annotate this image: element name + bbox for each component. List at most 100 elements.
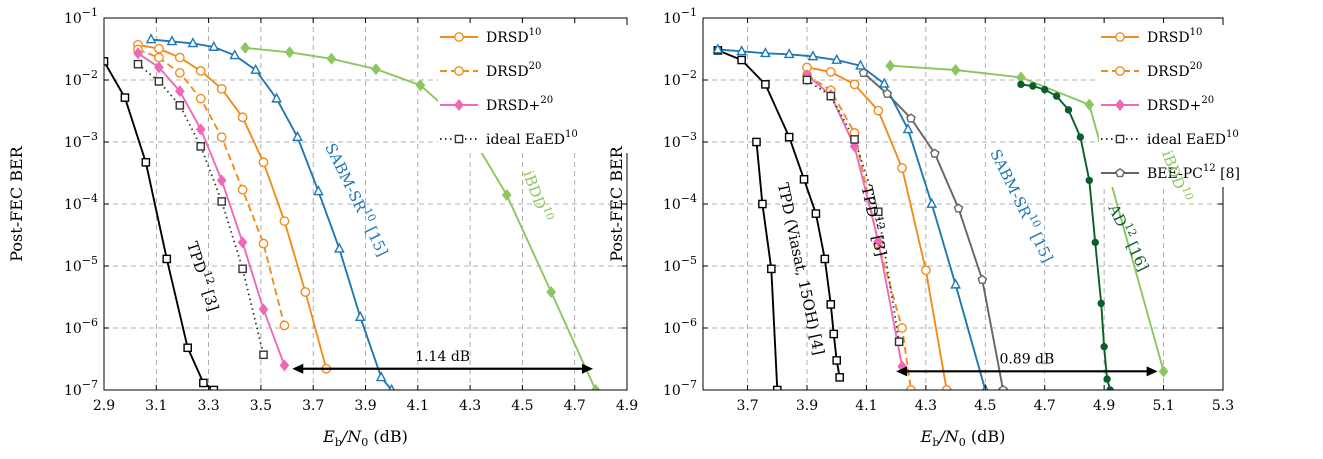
data-point <box>415 79 426 92</box>
x-tick-label: 4.9 <box>616 398 638 414</box>
legend-marker <box>1115 134 1125 144</box>
data-point <box>250 63 262 74</box>
data-point <box>807 50 819 61</box>
data-point <box>175 101 185 110</box>
data-point <box>832 356 842 365</box>
data-point <box>162 254 172 264</box>
x-tick-label: 3.3 <box>197 398 219 414</box>
x-tick-label: 3.1 <box>145 398 167 414</box>
y-tick-label: 10−6 <box>663 316 697 337</box>
data-point <box>258 238 269 249</box>
data-point <box>154 61 164 74</box>
data-point <box>894 337 904 347</box>
y-tick-label: 10−2 <box>64 68 98 89</box>
y-tick-label: 10−1 <box>64 6 98 27</box>
curve-label: AD12 [16] <box>1104 199 1155 274</box>
data-point <box>1017 80 1025 89</box>
gap-label: 0.89 dB <box>999 351 1054 367</box>
legend-marker <box>1115 32 1125 42</box>
gap-arrow-head-left <box>292 363 304 374</box>
data-point <box>1076 133 1085 141</box>
series-layer <box>712 43 1169 390</box>
curve-label: SABM-SR10 [15] <box>321 139 394 259</box>
data-point <box>199 378 208 388</box>
data-point <box>195 93 206 104</box>
data-point <box>258 157 269 168</box>
data-point <box>953 203 964 213</box>
data-point <box>238 264 247 274</box>
data-point <box>920 265 931 276</box>
legend-marker <box>454 66 464 76</box>
data-point <box>284 46 295 59</box>
data-point <box>825 67 836 77</box>
series-line-4 <box>806 79 900 342</box>
data-point <box>217 197 226 206</box>
legend-box <box>438 25 630 153</box>
y-tick-label: 10−7 <box>663 378 697 399</box>
legend-label: BEE-PC12 [8] <box>1147 163 1240 182</box>
data-point <box>187 37 199 48</box>
legend-label: DRSD10 <box>486 27 541 46</box>
data-point <box>279 359 290 372</box>
y-axis-label: Post-FEC BER <box>7 145 26 261</box>
x-tick-label: 4.1 <box>407 398 429 414</box>
legend-box <box>1099 25 1296 187</box>
data-point <box>300 287 311 297</box>
data-point <box>849 140 860 153</box>
data-point <box>292 130 303 141</box>
x-tick-label: 3.7 <box>302 398 324 414</box>
data-point <box>333 242 345 253</box>
data-point <box>1085 176 1093 185</box>
data-point <box>326 52 337 65</box>
gap-label: 1.14 dB <box>415 349 470 365</box>
data-point <box>141 158 151 167</box>
y-tick-label: 10−6 <box>64 316 98 337</box>
x-tick-label: 4.7 <box>1034 398 1056 414</box>
y-tick-label: 10−4 <box>64 192 98 213</box>
x-tick-label: 5.1 <box>1152 398 1174 414</box>
x-tick-label: 2.9 <box>93 398 115 414</box>
data-point <box>1084 98 1095 111</box>
data-point <box>906 113 916 123</box>
data-point <box>799 175 809 184</box>
data-point <box>546 286 557 299</box>
series-line-1 <box>137 43 328 370</box>
series-line-6 <box>151 38 393 390</box>
data-point <box>174 68 185 78</box>
data-point <box>216 174 227 187</box>
x-tick-label: 3.7 <box>736 398 758 414</box>
data-point <box>752 137 761 147</box>
data-point <box>826 300 836 309</box>
legend-marker <box>1115 66 1125 76</box>
data-point <box>831 53 843 64</box>
legend-label: DRSD10 <box>1147 27 1202 46</box>
legend-marker <box>1115 99 1125 111</box>
y-tick-label: 10−5 <box>64 254 98 275</box>
curve-label: SABM-SR10 [15] <box>986 145 1059 265</box>
data-point <box>195 123 206 136</box>
y-tick-label: 10−7 <box>64 378 98 399</box>
x-tick-label: 4.5 <box>974 398 996 414</box>
x-tick-label: 3.5 <box>250 398 272 414</box>
legend-label: ideal EaED10 <box>486 129 578 148</box>
data-point <box>820 254 830 264</box>
legend-marker <box>454 99 464 111</box>
data-point <box>835 373 844 382</box>
data-point <box>882 88 893 98</box>
data-point <box>1100 342 1108 351</box>
data-point <box>195 66 206 76</box>
data-point <box>1158 365 1169 378</box>
data-point <box>375 371 387 382</box>
data-point <box>279 216 290 226</box>
y-tick-label: 10−2 <box>663 68 697 89</box>
curve-label: TPD (Viasat, 15OH) [4] <box>774 181 828 356</box>
data-point <box>802 75 812 85</box>
gap-arrow-head-right <box>582 363 594 374</box>
data-point <box>313 185 324 196</box>
data-point <box>166 35 178 46</box>
data-point <box>758 199 767 209</box>
data-point <box>183 343 192 353</box>
data-point <box>1041 85 1049 94</box>
data-point <box>354 310 366 321</box>
data-point <box>229 49 241 60</box>
